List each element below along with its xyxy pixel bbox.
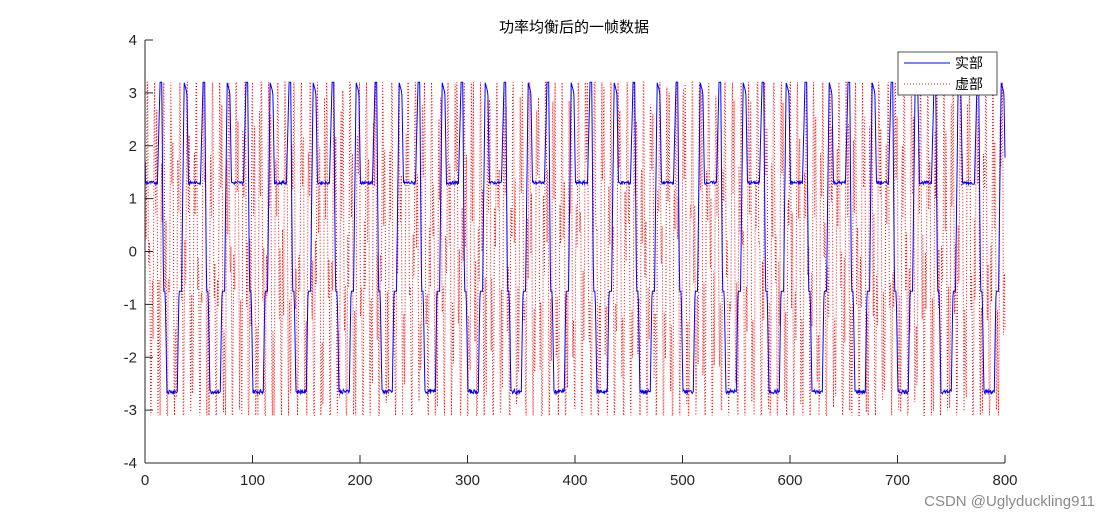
legend-label-real: 实部 [955, 56, 983, 72]
x-tick-label: 700 [885, 472, 910, 489]
watermark-text: CSDN @Uglyduckling911 [924, 493, 1095, 510]
y-tick-label: 2 [129, 138, 137, 155]
x-tick-label: 800 [992, 472, 1017, 489]
plot-area: 0 100 200 300 400 500 600 700 800 -4 -3 -2 -1 0 1 2 3 4 [124, 32, 1018, 489]
legend-label-imag: 虚部 [955, 77, 983, 93]
y-tick-label: 0 [129, 244, 137, 261]
legend: 实部 虚部 [897, 51, 998, 96]
y-tick-label: -4 [124, 455, 137, 472]
x-tick-label: 500 [670, 472, 695, 489]
y-tick-label: 3 [129, 85, 137, 102]
y-tick-label: -1 [124, 296, 137, 313]
x-tick-label: 400 [562, 472, 587, 489]
y-tick-label: -2 [124, 349, 137, 366]
legend-box [897, 51, 998, 96]
series-imag-line [144, 81, 1006, 418]
x-tick-label: 300 [455, 472, 480, 489]
y-tick-label: 1 [129, 191, 137, 208]
x-tick-label: 0 [141, 472, 149, 489]
series-layer [144, 81, 1006, 418]
y-tick-label: -3 [124, 402, 137, 419]
x-ticks: 0 100 200 300 400 500 600 700 800 [141, 455, 1018, 489]
chart-title: 功率均衡后的一帧数据 [499, 18, 649, 36]
x-tick-label: 200 [347, 472, 372, 489]
x-tick-label: 100 [240, 472, 265, 489]
x-tick-label: 600 [777, 472, 802, 489]
y-ticks: -4 -3 -2 -1 0 1 2 3 4 [124, 32, 153, 472]
series-real-line [144, 81, 1006, 396]
y-tick-label: 4 [129, 32, 137, 49]
